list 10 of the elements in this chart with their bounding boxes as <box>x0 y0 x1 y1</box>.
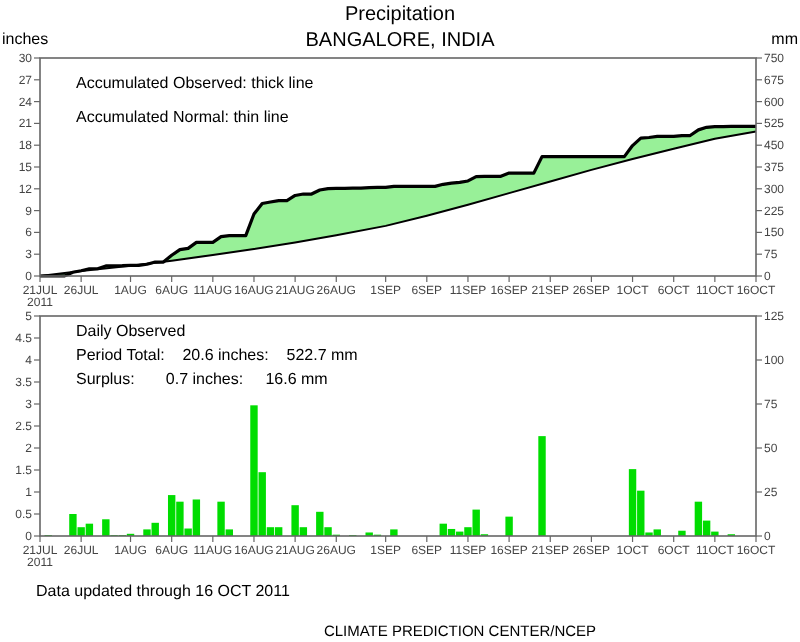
annotation: Surplus: 0.7 inches: 16.6 mm <box>76 370 329 388</box>
text: Data updated through 16 OCT 2011 <box>36 582 291 600</box>
annotation: Accumulated Normal: thin line <box>76 108 290 126</box>
chart-subtitle: BANGALORE, INDIA <box>305 30 496 52</box>
y2-axis-title: mm <box>771 30 799 48</box>
y-axis-title: inches <box>2 30 49 48</box>
chart-title: Precipitation <box>344 4 456 26</box>
annotation: Accumulated Observed: thick line <box>76 74 315 92</box>
annotation: Daily Observed <box>76 322 186 340</box>
annotation: Period Total: 20.6 inches: 522.7 mm <box>76 346 359 364</box>
